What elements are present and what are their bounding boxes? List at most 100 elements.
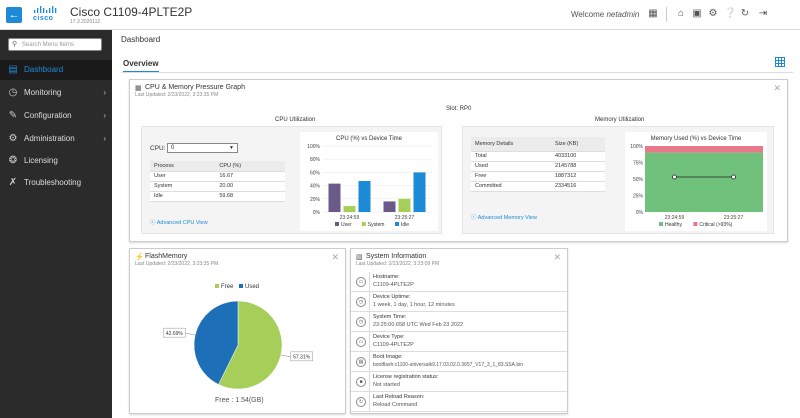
username: netadmin: [606, 10, 640, 19]
card-title: FlashMemory: [145, 253, 188, 260]
logout-icon[interactable]: ⇥: [758, 8, 768, 19]
dashboard-icon: ▤: [8, 64, 18, 75]
flash-icon: ⚡: [135, 254, 144, 261]
table-row: Used 2145788: [471, 161, 605, 172]
pie-label: 57.31%: [293, 355, 311, 361]
arrow-left-icon[interactable]: ←: [6, 7, 22, 23]
sidebar-item-label: Configuration: [24, 111, 72, 120]
table-row: Committed 2334516: [471, 181, 605, 192]
y-tick-label: 100%: [630, 144, 643, 150]
pie-label-leader: [185, 332, 196, 336]
system-info-value: bootflash:c1100-universalk9.17.03.02.0.3…: [373, 362, 524, 368]
gear-icon[interactable]: ⚙: [708, 8, 718, 19]
system-info-key: Device Uptime:: [373, 294, 411, 300]
memory-chart: Memory Used (%) vs Device Time 0% 25% 50% 75…: [625, 132, 767, 231]
sidebar-item-configuration[interactable]: ✎ Configuration ›: [0, 106, 112, 126]
system-info-value: C1109-4PLTE2P: [373, 342, 414, 348]
chart-icon: ▦: [135, 85, 142, 92]
table-row: Idle 59.68: [150, 191, 285, 202]
sidebar: ⚲ Search Menu Items ▤ Dashboard ◷ Monito…: [0, 30, 112, 418]
sidebar-item-dashboard[interactable]: ▤ Dashboard: [0, 60, 112, 80]
cpu-table: Process CPU (%) User 16.67 System 20.00 Idl…: [150, 161, 285, 202]
card-updated: Last Updated: 2/23/2022, 3:23:35 PM: [135, 261, 219, 267]
tab-overview[interactable]: Overview: [123, 59, 159, 73]
grid-layout-icon[interactable]: [775, 57, 785, 67]
close-icon[interactable]: ✕: [773, 83, 781, 93]
top-header: ← cisco Cisco C1109-4PLTE2P 17.3.2020112…: [0, 0, 800, 30]
save-icon[interactable]: ▣: [692, 8, 702, 19]
x-tick-label: 23:25:27: [395, 215, 415, 221]
table-header: Size (KB): [550, 137, 605, 152]
row-divider: [369, 392, 370, 412]
table-row: Total 4033100: [471, 151, 605, 162]
legend-label: Used: [245, 284, 259, 290]
close-icon[interactable]: ✕: [553, 252, 561, 262]
close-icon[interactable]: ✕: [331, 252, 339, 262]
cpu-bar-system: [343, 206, 356, 212]
row-divider: [369, 292, 370, 312]
memory-area-chart: Memory Used (%) vs Device Time 0% 25% 50% 75…: [630, 136, 763, 228]
sidebar-item-licensing[interactable]: ❂ Licensing: [0, 151, 112, 171]
memory-used-point: [672, 174, 677, 180]
y-tick-label: 60%: [310, 170, 321, 176]
cpu-bar-user: [383, 201, 396, 212]
chevron-right-icon: ›: [103, 88, 106, 97]
system-info-value: C1109-4PLTE2P: [373, 282, 414, 288]
refresh-icon[interactable]: ↻: [740, 8, 750, 19]
home-icon[interactable]: ⌂: [677, 8, 685, 19]
legend-swatch: [693, 222, 698, 226]
device-icon: ▭: [356, 337, 366, 347]
system-info-key: Boot Image:: [373, 354, 403, 360]
x-tick-label: 23:25:27: [724, 215, 744, 221]
pie-label-box: [290, 351, 313, 362]
y-tick-label: 0%: [313, 210, 321, 216]
page-title: Dashboard: [121, 35, 161, 44]
table-header: Memory Details: [471, 137, 551, 152]
header-divider: [666, 7, 667, 22]
cpu-memory-card: ▦ CPU & Memory Pressure Graph Last Updat…: [129, 79, 788, 242]
system-info-value: 23:25:00.658 UTC Wed Feb 23 2022: [373, 322, 464, 328]
y-tick-label: 80%: [310, 157, 321, 163]
chevron-right-icon: ›: [103, 134, 106, 143]
system-info-key: System Time:: [373, 314, 407, 320]
slot-label: Slot: RP0: [446, 106, 472, 112]
device-title: Cisco C1109-4PLTE2P: [70, 5, 193, 19]
system-information-card: ▧ System Information Last Updated: 2/23/…: [350, 248, 568, 414]
legend-swatch: [659, 222, 663, 226]
sidebar-item-troubleshooting[interactable]: ✗ Troubleshooting: [0, 173, 112, 193]
clock-icon: ◷: [356, 317, 366, 327]
network-icon[interactable]: ▦: [648, 8, 658, 19]
y-tick-label: 0%: [636, 210, 644, 216]
x-tick-label: 23:24:59: [340, 215, 360, 221]
help-icon[interactable]: ❔: [724, 8, 737, 19]
card-title: System Information: [366, 253, 427, 260]
legend-swatch: [335, 222, 339, 226]
monitoring-icon: ◷: [8, 87, 18, 98]
legend-label: Free: [221, 284, 234, 290]
sidebar-item-label: Monitoring: [24, 88, 62, 97]
table-header: CPU (%): [215, 161, 285, 172]
cpu-select[interactable]: 0 ▼: [167, 143, 238, 153]
advanced-cpu-link[interactable]: ⓘ Advanced CPU View: [150, 220, 208, 226]
sidebar-item-monitoring[interactable]: ◷ Monitoring ›: [0, 83, 112, 103]
chart-title: Memory Used (%) vs Device Time: [651, 136, 742, 142]
search-input[interactable]: ⚲ Search Menu Items: [8, 38, 102, 51]
y-tick-label: 100%: [307, 144, 320, 150]
flash-memory-card: ⚡ FlashMemory Last Updated: 2/23/2022, 3…: [129, 248, 346, 414]
advanced-memory-link[interactable]: ⓘ Advanced Memory View: [471, 215, 537, 221]
cpu-label: CPU:: [150, 145, 166, 152]
sidebar-item-label: Dashboard: [24, 65, 64, 74]
legend-label: Critical (>93%): [699, 222, 732, 228]
configuration-icon: ✎: [8, 110, 18, 121]
reload-icon: ↻: [356, 397, 366, 407]
tab-underline: [121, 72, 793, 73]
memory-table: Memory Details Size (KB) Total 4033100 Use…: [471, 137, 605, 192]
sidebar-item-label: Troubleshooting: [24, 178, 82, 187]
info-icon: ▧: [356, 254, 363, 261]
system-info-value: 1 week, 1 day, 1 hour, 12 minutes: [373, 302, 455, 308]
y-tick-label: 50%: [633, 177, 644, 183]
pie-slice-free: [218, 300, 283, 390]
sidebar-item-administration[interactable]: ⚙ Administration ›: [0, 129, 112, 149]
system-info-key: Device Type:: [373, 334, 405, 340]
system-info-row: ▭ Hostname: C1109-4PLTE2P: [351, 272, 567, 292]
